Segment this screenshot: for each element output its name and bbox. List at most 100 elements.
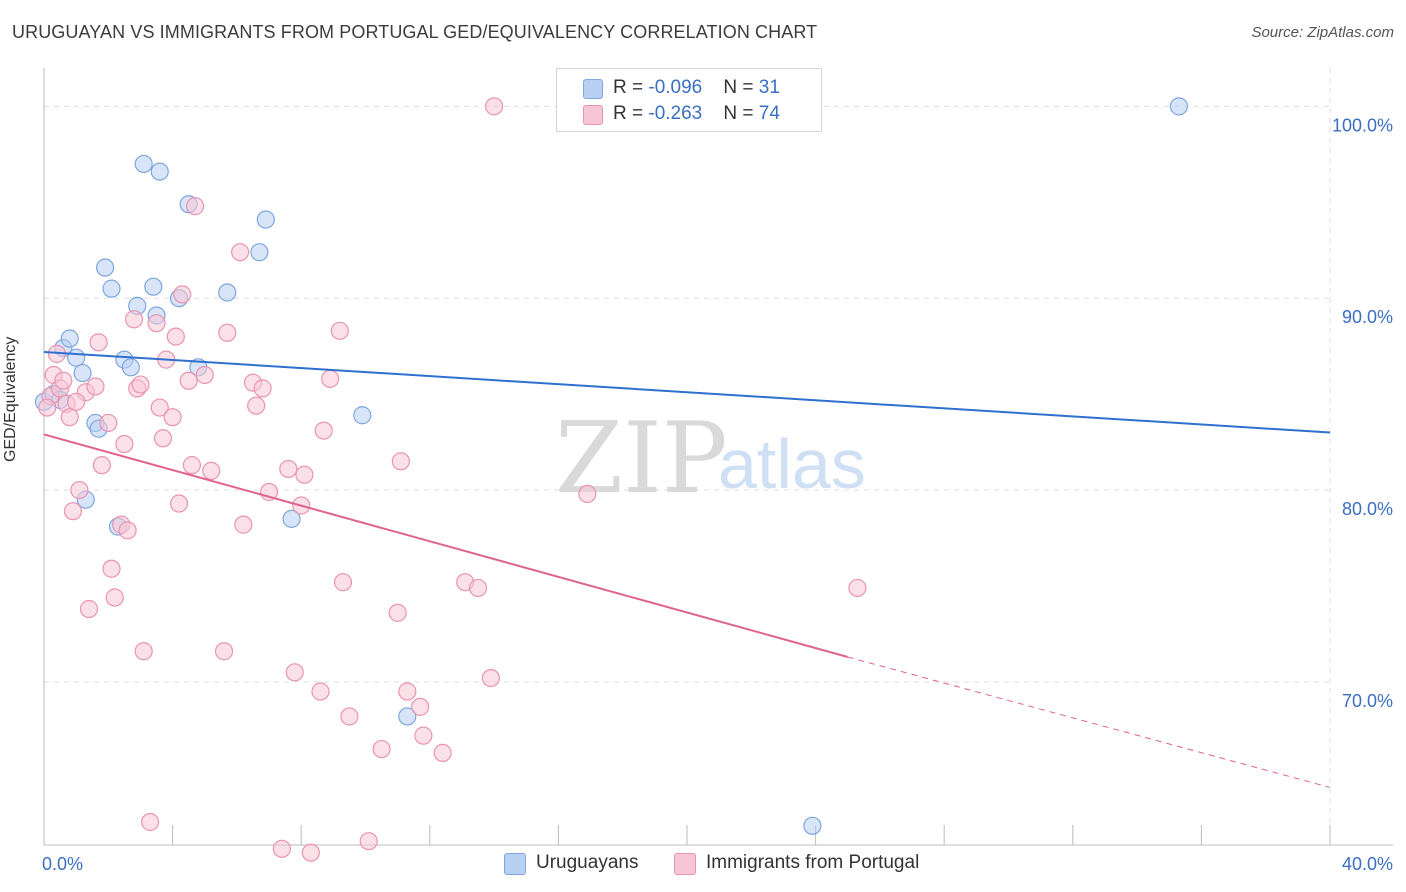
point-portugal bbox=[311, 682, 330, 701]
point-portugal bbox=[214, 642, 234, 661]
point-portugal bbox=[468, 578, 488, 598]
point-portugal bbox=[150, 398, 169, 417]
source-label: Source: ZipAtlas.com bbox=[1251, 24, 1394, 41]
point-portugal bbox=[182, 456, 201, 475]
point-portugal bbox=[166, 327, 185, 346]
point-portugal bbox=[301, 843, 320, 862]
point-portugal bbox=[153, 429, 173, 448]
legend-n-value: 31 bbox=[758, 77, 780, 98]
point-uruguayans bbox=[144, 277, 163, 296]
point-uruguayans bbox=[73, 363, 92, 383]
point-uruguayans bbox=[134, 154, 153, 174]
point-uruguayans bbox=[150, 162, 169, 181]
legend-r-value: -0.263 bbox=[648, 103, 703, 124]
point-portugal bbox=[202, 461, 221, 480]
point-uruguayans bbox=[803, 816, 822, 835]
point-portugal bbox=[89, 333, 108, 352]
correlation-legend: R = -0.096 N = 31 R = -0.263 N = 74 bbox=[556, 68, 822, 132]
point-portugal bbox=[359, 832, 378, 851]
legend-n-value: 74 bbox=[758, 103, 780, 124]
y-axis-label: GED/Equivalency bbox=[2, 336, 19, 462]
point-portugal bbox=[195, 365, 214, 385]
point-portugal bbox=[391, 452, 410, 471]
y-tick-label: 90.0% bbox=[1342, 307, 1393, 327]
legend-swatch-uruguayans bbox=[504, 853, 526, 875]
point-portugal bbox=[398, 682, 417, 701]
point-portugal bbox=[848, 578, 867, 598]
point-portugal bbox=[173, 285, 192, 304]
trend-line-portugal bbox=[847, 656, 1331, 788]
point-uruguayans bbox=[282, 509, 301, 528]
point-portugal bbox=[314, 421, 333, 440]
point-portugal bbox=[333, 573, 353, 592]
point-portugal bbox=[60, 408, 79, 427]
legend-n-label: N = bbox=[723, 77, 759, 98]
point-portugal bbox=[38, 398, 57, 417]
point-portugal bbox=[79, 599, 99, 619]
legend-r-label: R = bbox=[613, 103, 649, 124]
point-portugal bbox=[105, 588, 124, 607]
point-uruguayans bbox=[95, 258, 115, 277]
point-portugal bbox=[372, 739, 391, 759]
point-uruguayans bbox=[250, 243, 269, 262]
point-portugal bbox=[179, 371, 198, 390]
point-portugal bbox=[131, 375, 150, 394]
point-portugal bbox=[578, 484, 597, 504]
point-portugal bbox=[163, 408, 182, 427]
point-portugal bbox=[99, 413, 118, 433]
point-portugal bbox=[186, 197, 205, 216]
legend-label-portugal: Immigrants from Portugal bbox=[706, 852, 920, 873]
point-uruguayans bbox=[121, 358, 140, 377]
point-portugal bbox=[124, 310, 144, 329]
legend-swatch-uruguayans bbox=[583, 79, 603, 99]
legend-swatch-portugal bbox=[583, 105, 603, 125]
axis-layer bbox=[43, 68, 1393, 846]
point-uruguayans bbox=[256, 210, 275, 229]
point-portugal bbox=[433, 743, 452, 763]
watermark: ZIP atlas bbox=[555, 402, 866, 516]
point-portugal bbox=[118, 521, 137, 540]
point-portugal bbox=[115, 434, 134, 454]
legend-swatch-portugal bbox=[674, 853, 696, 875]
point-portugal bbox=[485, 97, 504, 116]
point-uruguayans bbox=[398, 707, 417, 726]
x-tick-label: 0.0% bbox=[42, 854, 83, 874]
point-portugal bbox=[70, 480, 89, 500]
point-portugal bbox=[63, 502, 83, 521]
legend-label-uruguayans: Uruguayans bbox=[536, 852, 639, 873]
point-portugal bbox=[102, 559, 121, 578]
point-portugal bbox=[481, 668, 500, 688]
legend-n-label: N = bbox=[723, 103, 759, 124]
point-portugal bbox=[140, 812, 160, 832]
chart-title: URUGUAYAN VS IMMIGRANTS FROM PORTUGAL GE… bbox=[12, 22, 818, 42]
point-portugal bbox=[411, 697, 430, 716]
y-tick-label: 100.0% bbox=[1332, 115, 1393, 135]
legend-r-label: R = bbox=[613, 77, 649, 98]
point-portugal bbox=[86, 377, 105, 396]
point-portugal bbox=[234, 515, 253, 534]
y-tick-label: 80.0% bbox=[1342, 499, 1393, 519]
point-uruguayans bbox=[218, 283, 237, 302]
point-portugal bbox=[147, 314, 166, 333]
point-portugal bbox=[279, 459, 298, 479]
point-portugal bbox=[231, 243, 250, 262]
point-portugal bbox=[295, 465, 314, 484]
point-portugal bbox=[54, 371, 73, 390]
point-uruguayans bbox=[1169, 97, 1188, 116]
point-portugal bbox=[169, 494, 189, 513]
point-uruguayans bbox=[67, 348, 86, 367]
point-portugal bbox=[414, 726, 433, 745]
point-portugal bbox=[218, 323, 237, 342]
y-tick-label: 70.0% bbox=[1342, 691, 1393, 711]
point-portugal bbox=[285, 663, 304, 682]
point-portugal bbox=[330, 321, 349, 340]
point-portugal bbox=[67, 392, 86, 411]
trend-line-portugal bbox=[43, 433, 849, 658]
watermark-atlas: atlas bbox=[718, 425, 866, 503]
point-portugal bbox=[388, 603, 407, 622]
point-portugal bbox=[321, 369, 340, 388]
point-portugal bbox=[272, 839, 292, 858]
point-uruguayans bbox=[353, 406, 372, 425]
point-portugal bbox=[134, 642, 153, 661]
